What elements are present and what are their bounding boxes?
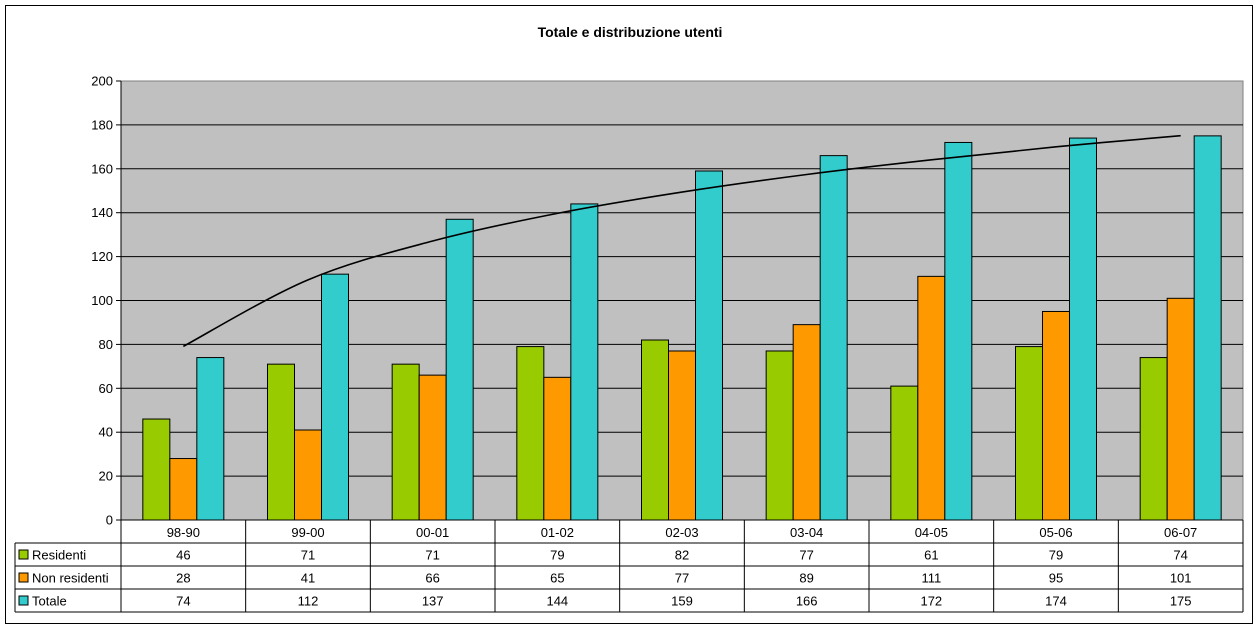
data-table-value: 71: [301, 548, 315, 563]
x-axis-tick-label: 06-07: [1164, 525, 1197, 540]
bar-totale: [196, 357, 225, 521]
data-table-value: 82: [675, 548, 689, 563]
y-axis-tick-label: 140: [91, 205, 113, 220]
bar-residenti: [516, 346, 545, 521]
bar-residenti: [890, 385, 919, 521]
legend-key: [18, 595, 29, 606]
bar-non-residenti: [668, 350, 696, 521]
trendline-layer: [182, 134, 1181, 348]
data-table-value: 95: [1049, 571, 1063, 586]
data-table-value: 159: [671, 594, 693, 609]
y-axis-tick-label: 160: [91, 161, 113, 176]
x-axis-tick-label: 03-04: [790, 525, 823, 540]
legend-entry: Totale: [32, 594, 67, 609]
bar-totale: [1193, 135, 1222, 521]
bar-residenti: [267, 363, 295, 521]
bar-non-residenti: [543, 376, 572, 521]
data-table-value: 77: [675, 571, 689, 586]
data-table-value: 74: [1173, 548, 1187, 563]
bar-non-residenti: [792, 324, 821, 521]
data-table-value: 41: [301, 571, 315, 586]
data-table-value: 74: [176, 594, 190, 609]
data-table-value: 166: [796, 594, 818, 609]
y-axis-tick-label: 120: [91, 249, 113, 264]
x-axis-tick-label: 04-05: [915, 525, 948, 540]
bar-non-residenti: [1042, 310, 1070, 521]
y-axis-tick-label: 180: [91, 117, 113, 132]
x-axis-tick-label: 05-06: [1039, 525, 1072, 540]
x-axis-tick-label: 02-03: [665, 525, 698, 540]
bar-non-residenti: [169, 458, 198, 521]
legend-entry: Non residenti: [32, 571, 109, 586]
x-axis-tick-label: 98-90: [167, 525, 200, 540]
y-axis-tick-label: 20: [99, 469, 113, 484]
y-axis-tick-label: 0: [106, 513, 113, 528]
x-axis-tick-label: 99-00: [291, 525, 324, 540]
y-axis-tick-label: 80: [99, 337, 113, 352]
data-table-value: 66: [425, 571, 439, 586]
bar-totale: [695, 170, 723, 521]
data-table-value: 137: [422, 594, 444, 609]
bars: [142, 135, 1222, 521]
bar-totale: [944, 141, 973, 521]
legend-key: [18, 572, 29, 583]
data-table-value: 175: [1170, 594, 1192, 609]
y-axis-tick-label: 40: [99, 425, 113, 440]
data-table-value: 71: [425, 548, 439, 563]
data-table: 98-90 99-00 00-01 01-02 02-03 03-04 04-05 05-06…: [14, 519, 1244, 613]
data-table-value: 65: [550, 571, 564, 586]
y-axis-tick-label: 200: [91, 74, 113, 89]
bar-residenti: [142, 418, 171, 521]
bar-totale: [445, 218, 474, 521]
bar-totale: [1069, 137, 1097, 521]
data-table-value: 172: [920, 594, 942, 609]
data-table-value: 79: [550, 548, 564, 563]
trendline: [182, 134, 1181, 348]
data-table-value: 174: [1045, 594, 1067, 609]
bar-residenti: [765, 350, 794, 521]
bar-residenti: [391, 363, 420, 521]
data-table-value: 61: [924, 548, 938, 563]
data-table-value: 79: [1049, 548, 1063, 563]
chart-title: Totale e distribuzione utenti: [538, 24, 723, 40]
bar-non-residenti: [917, 275, 946, 521]
data-table-value: 144: [546, 594, 568, 609]
x-axis-tick-label: 00-01: [416, 525, 449, 540]
bar-totale: [819, 155, 848, 521]
x-axis-tick-label: 01-02: [541, 525, 574, 540]
bar-residenti: [1139, 357, 1168, 521]
data-table-value: 112: [298, 594, 319, 609]
data-table-value: 101: [1170, 571, 1192, 586]
bar-non-residenti: [1166, 297, 1195, 521]
y-axis-tick-label: 100: [91, 293, 113, 308]
bar-totale: [321, 273, 349, 521]
data-table-value: 77: [799, 548, 813, 563]
data-table-value: 111: [921, 571, 941, 586]
bar-totale: [570, 203, 599, 521]
data-table-value: 46: [176, 548, 190, 563]
y-axis-tick-label: 60: [99, 381, 113, 396]
y-axis-tick-labels: 0 20 40 60 80 100 120 140 160 180 200: [91, 74, 113, 528]
legend-entry: Residenti: [32, 548, 86, 563]
bar-non-residenti: [418, 374, 447, 521]
bar-non-residenti: [294, 429, 322, 521]
legend-key: [18, 549, 29, 560]
data-table-value: 89: [799, 571, 813, 586]
bar-residenti: [1015, 346, 1043, 521]
bar-residenti: [641, 339, 669, 521]
data-table-value: 28: [176, 571, 190, 586]
